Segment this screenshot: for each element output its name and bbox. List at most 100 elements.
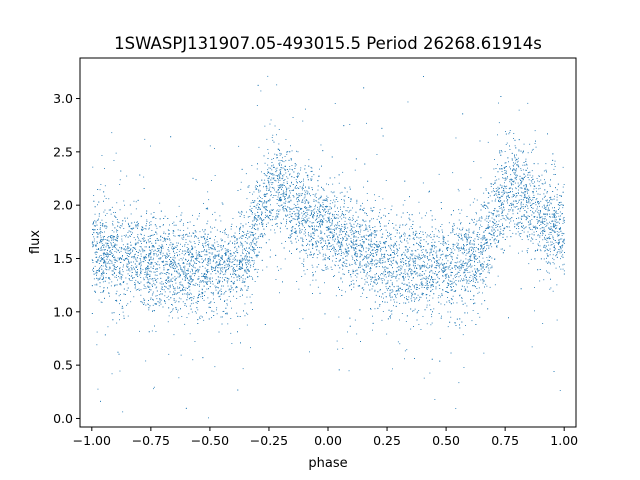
data-point — [101, 232, 103, 233]
data-point — [102, 273, 104, 274]
data-point — [376, 263, 378, 265]
data-point — [452, 245, 454, 247]
data-point — [337, 201, 339, 202]
data-point — [426, 306, 428, 308]
data-point — [483, 352, 485, 354]
data-point — [496, 236, 498, 237]
data-point — [481, 245, 483, 247]
data-point — [208, 258, 209, 260]
data-point — [213, 267, 215, 269]
data-point — [485, 283, 487, 285]
data-point — [451, 257, 453, 259]
data-point — [146, 219, 148, 221]
data-point — [109, 251, 110, 253]
data-point — [473, 240, 475, 242]
data-point — [122, 266, 124, 268]
data-point — [167, 229, 169, 231]
data-point — [264, 202, 266, 204]
data-point — [384, 253, 386, 255]
data-point — [560, 215, 561, 217]
data-point — [547, 254, 548, 256]
data-point — [419, 212, 420, 214]
data-point — [364, 279, 366, 281]
data-point — [475, 270, 476, 272]
data-point — [162, 252, 164, 254]
data-point — [190, 297, 192, 298]
data-point — [252, 200, 254, 201]
data-point — [427, 251, 428, 253]
data-point — [520, 199, 522, 200]
data-point — [224, 267, 225, 269]
data-point — [282, 178, 284, 180]
data-point — [475, 224, 477, 226]
data-point — [166, 297, 168, 298]
data-point — [376, 218, 378, 220]
data-point — [472, 276, 474, 278]
data-point — [349, 124, 351, 125]
data-point — [286, 188, 288, 190]
data-point — [430, 251, 432, 253]
data-point — [495, 192, 497, 194]
data-point — [427, 277, 429, 279]
data-point — [555, 267, 557, 269]
data-point — [458, 190, 460, 192]
data-point — [230, 318, 232, 319]
data-point — [223, 230, 225, 232]
data-point — [543, 279, 545, 281]
data-point — [457, 247, 458, 249]
data-point — [302, 241, 304, 242]
data-point — [333, 199, 335, 201]
data-point — [227, 236, 229, 238]
data-point — [340, 208, 341, 210]
data-point — [390, 279, 392, 281]
data-point — [277, 192, 279, 194]
data-point — [454, 281, 455, 283]
data-point — [216, 309, 217, 311]
data-point — [359, 224, 361, 225]
data-point — [295, 207, 297, 209]
data-point — [425, 282, 427, 284]
data-point — [519, 195, 521, 196]
data-point — [480, 224, 481, 226]
data-point — [133, 247, 134, 249]
data-point — [112, 223, 113, 225]
data-point — [122, 274, 124, 276]
data-point — [135, 239, 136, 241]
data-point — [404, 283, 406, 285]
data-point — [489, 264, 491, 265]
data-point — [531, 233, 533, 235]
data-point — [540, 200, 542, 202]
data-point — [527, 200, 529, 202]
data-point — [386, 301, 388, 303]
data-point — [560, 227, 561, 229]
data-point — [224, 292, 226, 294]
data-point — [131, 280, 133, 281]
data-point — [544, 181, 546, 183]
data-point — [351, 255, 353, 257]
data-point — [474, 275, 475, 277]
data-point — [361, 254, 363, 256]
data-point — [310, 166, 312, 168]
data-point — [118, 276, 119, 277]
data-point — [352, 272, 354, 274]
data-point — [345, 210, 347, 212]
data-point — [168, 281, 170, 283]
data-point — [260, 201, 262, 202]
data-point — [295, 233, 297, 234]
data-point — [228, 258, 230, 260]
data-point — [537, 200, 538, 202]
data-point — [107, 243, 109, 244]
data-point — [543, 230, 545, 232]
data-point — [349, 230, 351, 231]
data-point — [329, 203, 331, 205]
data-point — [138, 249, 140, 251]
data-point — [310, 206, 311, 208]
data-point — [269, 186, 271, 188]
data-point — [155, 331, 157, 332]
data-point — [442, 289, 444, 290]
data-point — [296, 150, 297, 152]
data-point — [419, 298, 420, 300]
data-point — [488, 215, 490, 217]
data-point — [347, 250, 349, 252]
data-point — [162, 262, 164, 263]
